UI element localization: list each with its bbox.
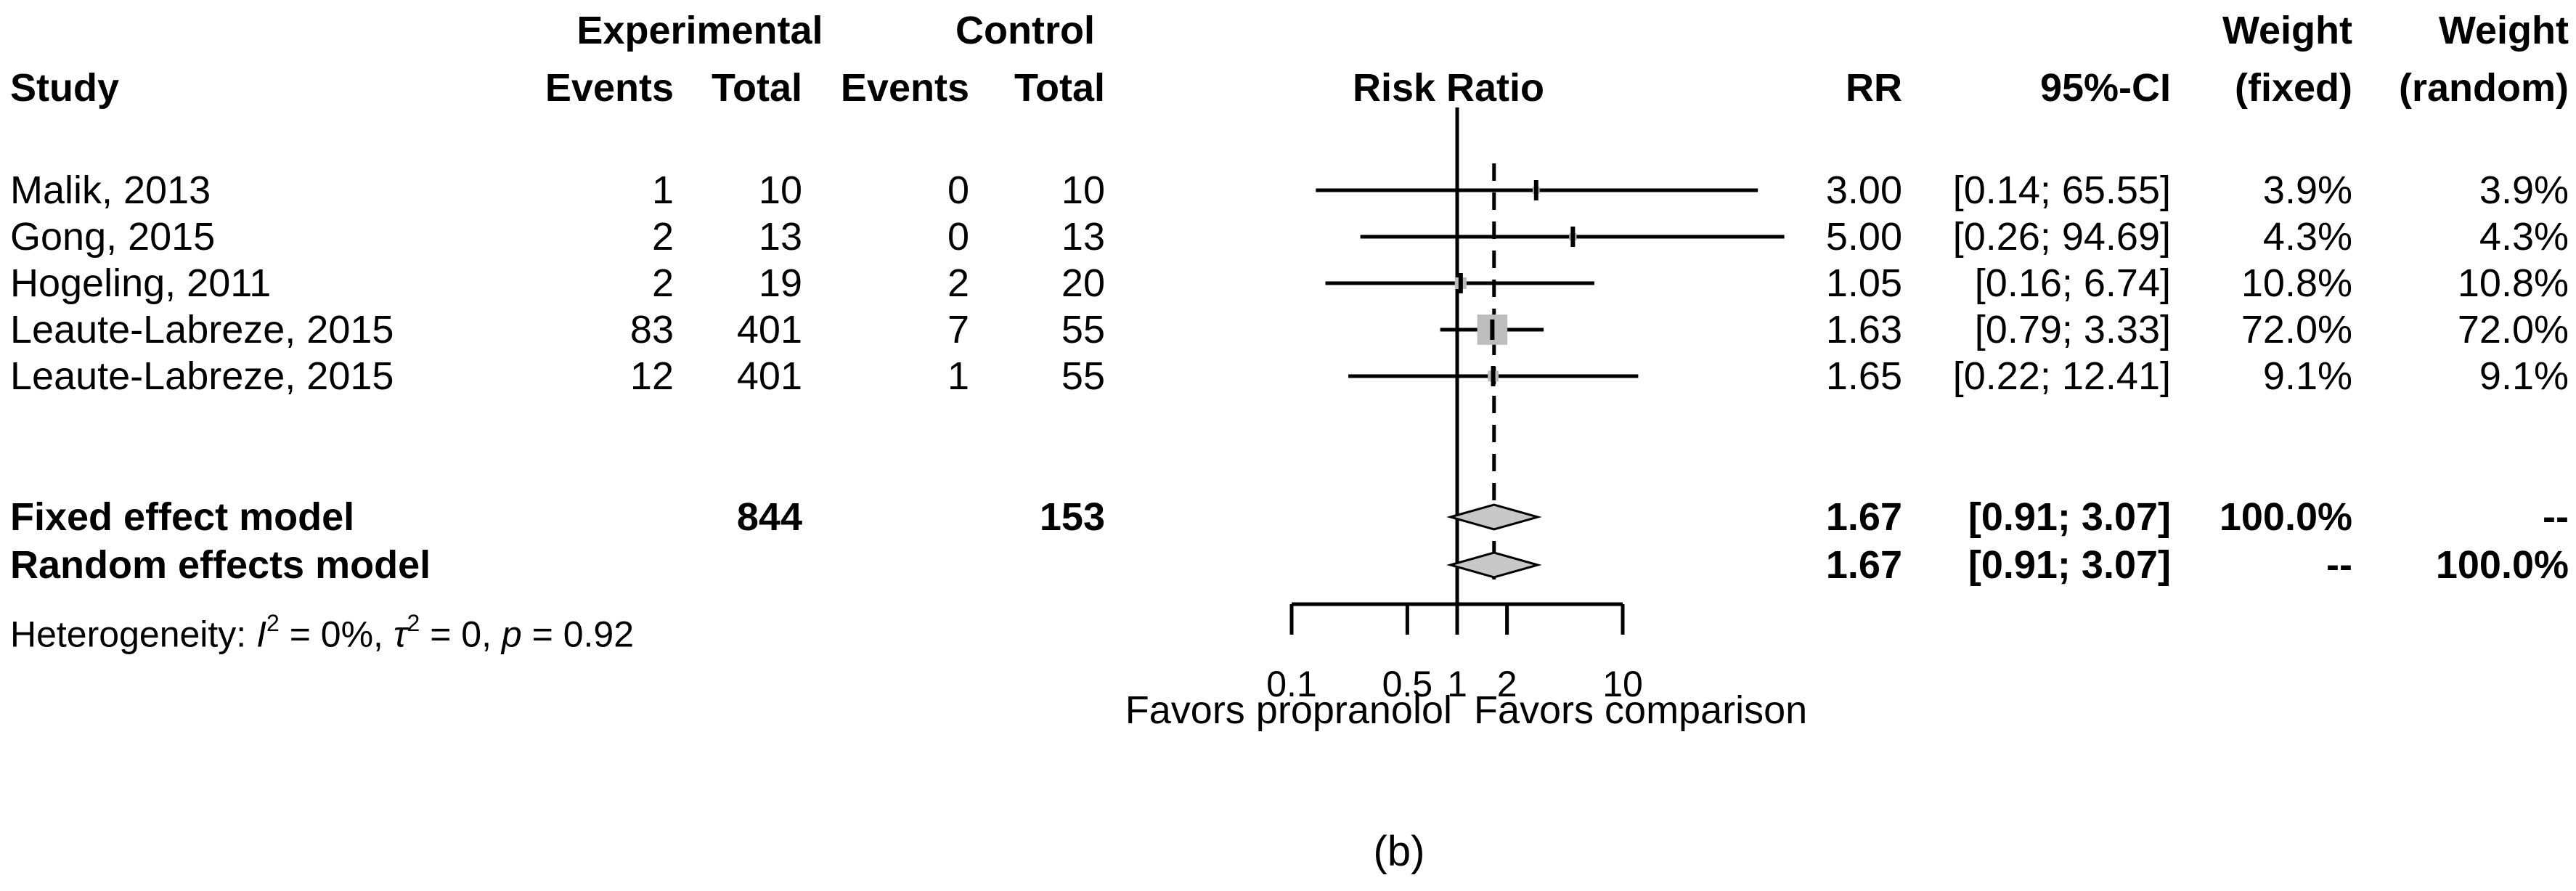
header-rr: RR (1846, 66, 1902, 110)
study-name: Hogeling, 2011 (10, 261, 272, 305)
ci-value: [0.26; 94.69] (1952, 215, 2171, 259)
header-risk-ratio: Risk Ratio (1352, 66, 1545, 110)
ctrl-events: 7 (947, 308, 969, 351)
ctrl-total: 20 (1061, 261, 1105, 305)
header-exp-events: Events (545, 66, 674, 110)
axis-tick-label: 2 (1496, 664, 1517, 704)
fixed-weight-random: -- (2543, 495, 2569, 539)
study-name: Gong, 2015 (10, 215, 216, 259)
ci-value: [0.79; 3.33] (1974, 308, 2171, 351)
weight-fixed-value: 3.9% (2262, 168, 2352, 212)
axis-tick-label: 1 (1447, 664, 1467, 704)
random-effects-row: Random effects model 1.67 [0.91; 3.07] -… (0, 542, 2576, 588)
fixed-effect-row: Fixed effect model 844 153 1.67 [0.91; 3… (0, 494, 2576, 540)
study-name: Leaute-Labreze, 2015 (10, 354, 394, 398)
fixed-weight-fixed: 100.0% (2219, 495, 2352, 539)
point-estimate-marker (1491, 366, 1496, 386)
weight-fixed-value: 4.3% (2262, 215, 2352, 259)
ctrl-events: 0 (947, 215, 969, 259)
exp-events: 1 (651, 168, 674, 212)
weight-fixed-value: 9.1% (2262, 354, 2352, 398)
ci-value: [0.16; 6.74] (1974, 261, 2171, 305)
study-name: Malik, 2013 (10, 168, 211, 212)
ctrl-total: 10 (1061, 168, 1105, 212)
exp-total: 401 (736, 308, 802, 351)
header-study: Study (10, 66, 120, 110)
axis-tick-label: 0.5 (1382, 664, 1433, 704)
exp-events: 2 (651, 215, 674, 259)
rr-value: 1.05 (1825, 261, 1902, 305)
weight-random-value: 9.1% (2479, 354, 2569, 398)
favors-left-label: Favors propranolol (1125, 688, 1452, 732)
exp-total: 19 (758, 261, 802, 305)
exp-events: 12 (629, 354, 674, 398)
random-effects-label: Random effects model (10, 543, 431, 587)
exp-events: 2 (651, 261, 674, 305)
ctrl-total: 55 (1061, 354, 1105, 398)
fixed-effect-diamond (1446, 503, 1542, 531)
fixed-rr-value: 1.67 (1825, 495, 1902, 539)
header-weight-fixed-line2: (fixed) (2235, 66, 2352, 110)
header-weight-fixed-line1: Weight (2222, 9, 2352, 52)
random-rr-value: 1.67 (1825, 543, 1902, 587)
header-row-groups: Experimental Control Weight Weight (0, 7, 2576, 54)
favors-right-label: Favors comparison (1474, 688, 1808, 732)
random-weight-fixed: -- (2326, 543, 2352, 587)
random-weight-random: 100.0% (2435, 543, 2569, 587)
ci-value: [0.22; 12.41] (1952, 354, 2171, 398)
rr-value: 3.00 (1825, 168, 1902, 212)
weight-fixed-value: 72.0% (2241, 308, 2352, 351)
ci-value: [0.14; 65.55] (1952, 168, 2171, 212)
random-effects-diamond (1446, 551, 1542, 579)
exp-total: 13 (758, 215, 802, 259)
axis-tick-label: 0.1 (1266, 664, 1317, 704)
study-row: Leaute-Labreze, 2015 83 401 7 55 1.63 [0… (0, 306, 2576, 353)
weight-random-value: 4.3% (2479, 215, 2569, 259)
study-row: Leaute-Labreze, 2015 12 401 1 55 1.65 [0… (0, 353, 2576, 399)
ctrl-events: 0 (947, 168, 969, 212)
point-estimate-marker (1533, 180, 1538, 200)
fixed-ctrl-total: 153 (1039, 495, 1105, 539)
study-name: Leaute-Labreze, 2015 (10, 308, 394, 351)
weight-fixed-value: 10.8% (2241, 261, 2352, 305)
study-row: Malik, 2013 1 10 0 10 3.00 [0.14; 65.55]… (0, 167, 2576, 213)
fixed-exp-total: 844 (736, 495, 802, 539)
heterogeneity-text: Heterogeneity: I2 = 0%, τ2 = 0, p = 0.92 (10, 610, 635, 655)
exp-total: 10 (758, 168, 802, 212)
study-row: Hogeling, 2011 2 19 2 20 1.05 [0.16; 6.7… (0, 260, 2576, 306)
header-exp-total: Total (712, 66, 802, 110)
rr-value: 1.65 (1825, 354, 1902, 398)
random-ci-value: [0.91; 3.07] (1968, 543, 2171, 587)
fixed-effect-label: Fixed effect model (10, 495, 355, 539)
header-row-columns: Study Events Total Events Total Risk Rat… (0, 65, 2576, 111)
header-ci: 95%-CI (2039, 66, 2171, 110)
ctrl-total: 55 (1061, 308, 1105, 351)
study-row: Gong, 2015 2 13 0 13 5.00 [0.26; 94.69] … (0, 213, 2576, 260)
weight-random-value: 10.8% (2457, 261, 2569, 305)
header-control: Control (955, 9, 1095, 52)
header-weight-random-line1: Weight (2439, 9, 2569, 52)
exp-total: 401 (736, 354, 802, 398)
header-experimental: Experimental (576, 9, 823, 52)
header-weight-random-line2: (random) (2399, 66, 2569, 110)
header-ctrl-total: Total (1014, 66, 1105, 110)
figure-caption: (b) (1373, 828, 1425, 875)
ctrl-total: 13 (1061, 215, 1105, 259)
point-estimate-marker (1458, 273, 1463, 293)
ctrl-events: 2 (947, 261, 969, 305)
heterogeneity-row: Heterogeneity: I2 = 0%, τ2 = 0, p = 0.92 (0, 603, 2576, 655)
header-ctrl-events: Events (840, 66, 969, 110)
rr-value: 5.00 (1825, 215, 1902, 259)
weight-random-value: 3.9% (2479, 168, 2569, 212)
ctrl-events: 1 (947, 354, 969, 398)
rr-value: 1.63 (1825, 308, 1902, 351)
point-estimate-marker (1490, 320, 1495, 340)
fixed-ci-value: [0.91; 3.07] (1968, 495, 2171, 539)
axis-tick-label: 10 (1602, 664, 1643, 704)
weight-random-value: 72.0% (2457, 308, 2569, 351)
exp-events: 83 (629, 308, 674, 351)
point-estimate-marker (1570, 227, 1576, 247)
